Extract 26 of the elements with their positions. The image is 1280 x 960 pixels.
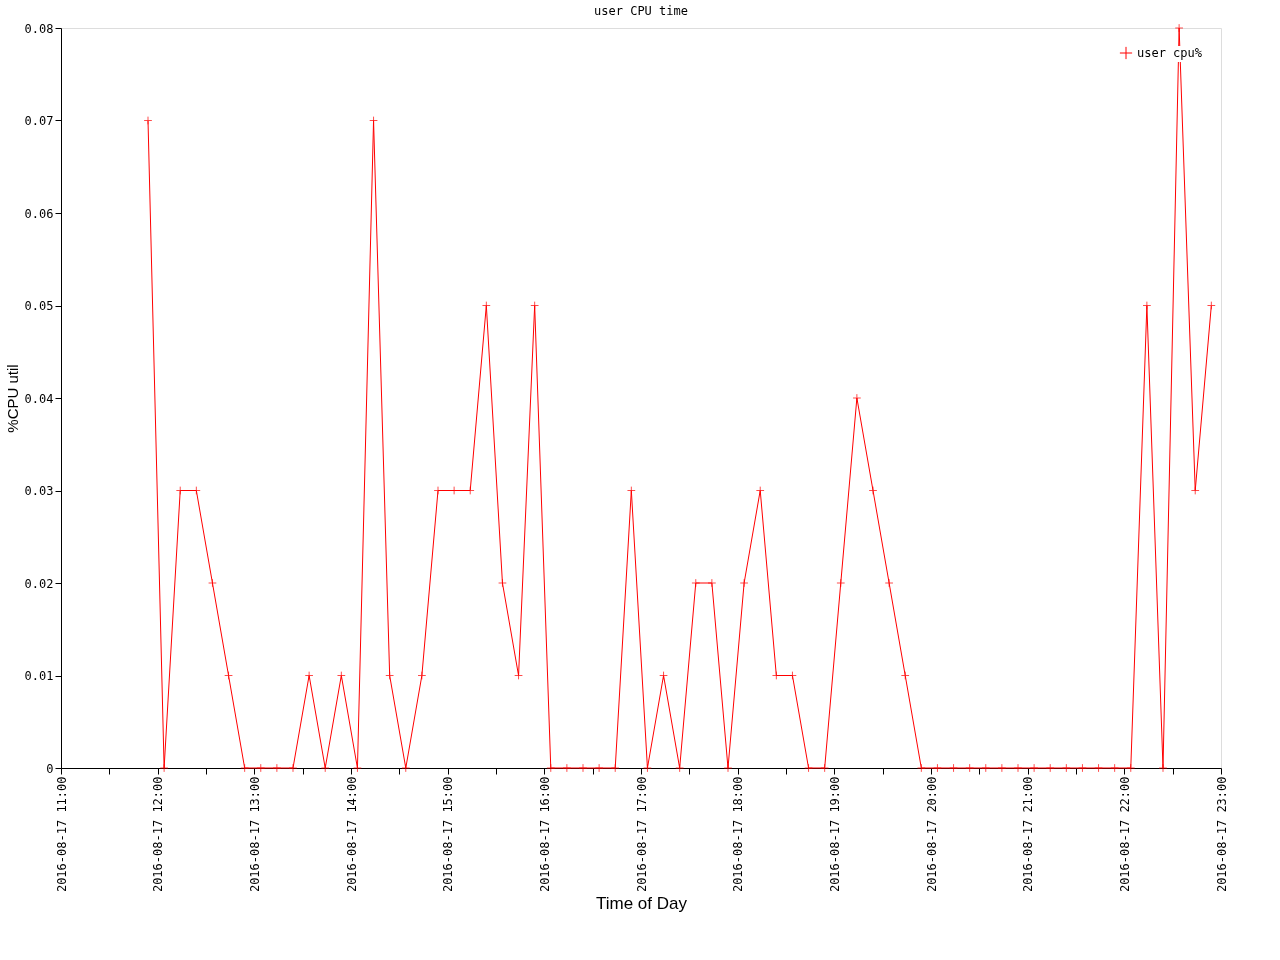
- chart-title: user CPU time: [594, 4, 688, 18]
- x-tick-label: 2016-08-17 18:00: [731, 776, 746, 893]
- x-tick-label: 2016-08-17 15:00: [441, 776, 456, 893]
- legend-label: user cpu%: [1137, 46, 1203, 60]
- x-tick-label: 2016-08-17 14:00: [344, 776, 359, 893]
- y-tick-label: 0: [46, 761, 54, 776]
- x-tick-label: 2016-08-17 17:00: [634, 776, 649, 893]
- x-tick-label: 2016-08-17 16:00: [537, 776, 552, 893]
- y-tick-label: 0.02: [24, 576, 54, 591]
- x-tick-label: 2016-08-17 13:00: [247, 776, 262, 893]
- y-axis-title: %CPU util: [3, 364, 21, 433]
- y-tick-label: 0.05: [24, 299, 54, 313]
- x-tick-label: 2016-08-17 12:00: [151, 776, 166, 893]
- x-tick-label: 2016-08-17 21:00: [1021, 776, 1036, 893]
- x-axis-title: Time of Day: [595, 894, 688, 914]
- y-tick-label: 0.04: [24, 391, 54, 406]
- y-tick-label: 0.06: [24, 206, 54, 221]
- x-tick-label: 2016-08-17 19:00: [827, 776, 842, 893]
- x-tick-label: 2016-08-17 23:00: [1214, 776, 1229, 893]
- y-tick-label: 0.08: [24, 21, 54, 36]
- y-tick-label: 0.07: [24, 114, 54, 128]
- x-tick-label: 2016-08-17 22:00: [1117, 776, 1132, 893]
- y-tick-label: 0.01: [24, 669, 54, 683]
- x-tick-label: 2016-08-17 20:00: [924, 776, 939, 893]
- y-tick-label: 0.03: [24, 484, 54, 498]
- x-tick-label: 2016-08-17 11:00: [54, 776, 69, 893]
